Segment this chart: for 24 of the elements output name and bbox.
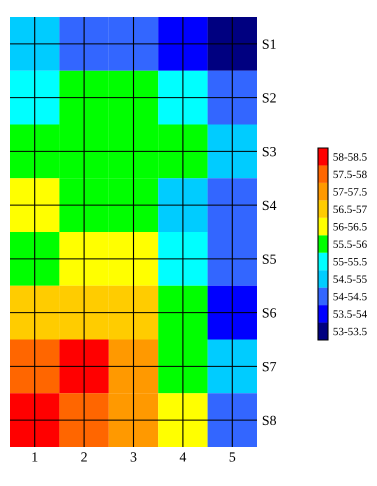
x-tick-label: 5 [230,452,236,462]
x-tick-label: 1 [32,452,38,462]
y-tick-label: S7 [262,362,276,372]
color-bar-label: 54.5-55 [334,275,367,283]
color-bar-label: 55-55.5 [334,258,367,266]
y-tick-label: S3 [262,146,276,156]
y-tick-label: S4 [262,200,276,210]
y-tick-label: S8 [262,416,276,426]
y-tick-label: S5 [262,254,276,264]
color-bar-label: 53.5-54 [334,310,367,318]
color-bar-label: 54-54.5 [334,292,367,300]
color-bar-label: 53-53.5 [334,328,367,336]
y-tick-label: S2 [262,93,276,103]
y-tick-label: S1 [262,39,276,49]
color-bar-label: 57.5-58 [334,170,367,178]
color-bar-label: 57-57.5 [334,188,367,196]
color-bar-label: 56.5-57 [334,206,367,214]
color-bar-label: 58-58.5 [334,153,367,161]
x-tick-label: 3 [130,452,136,462]
x-tick-label: 2 [81,452,87,462]
color-bar-label: 55.5-56 [334,240,367,248]
color-bar-label: 56-56.5 [334,223,367,231]
y-tick-label: S6 [262,308,276,318]
x-tick-label: 4 [180,452,186,462]
